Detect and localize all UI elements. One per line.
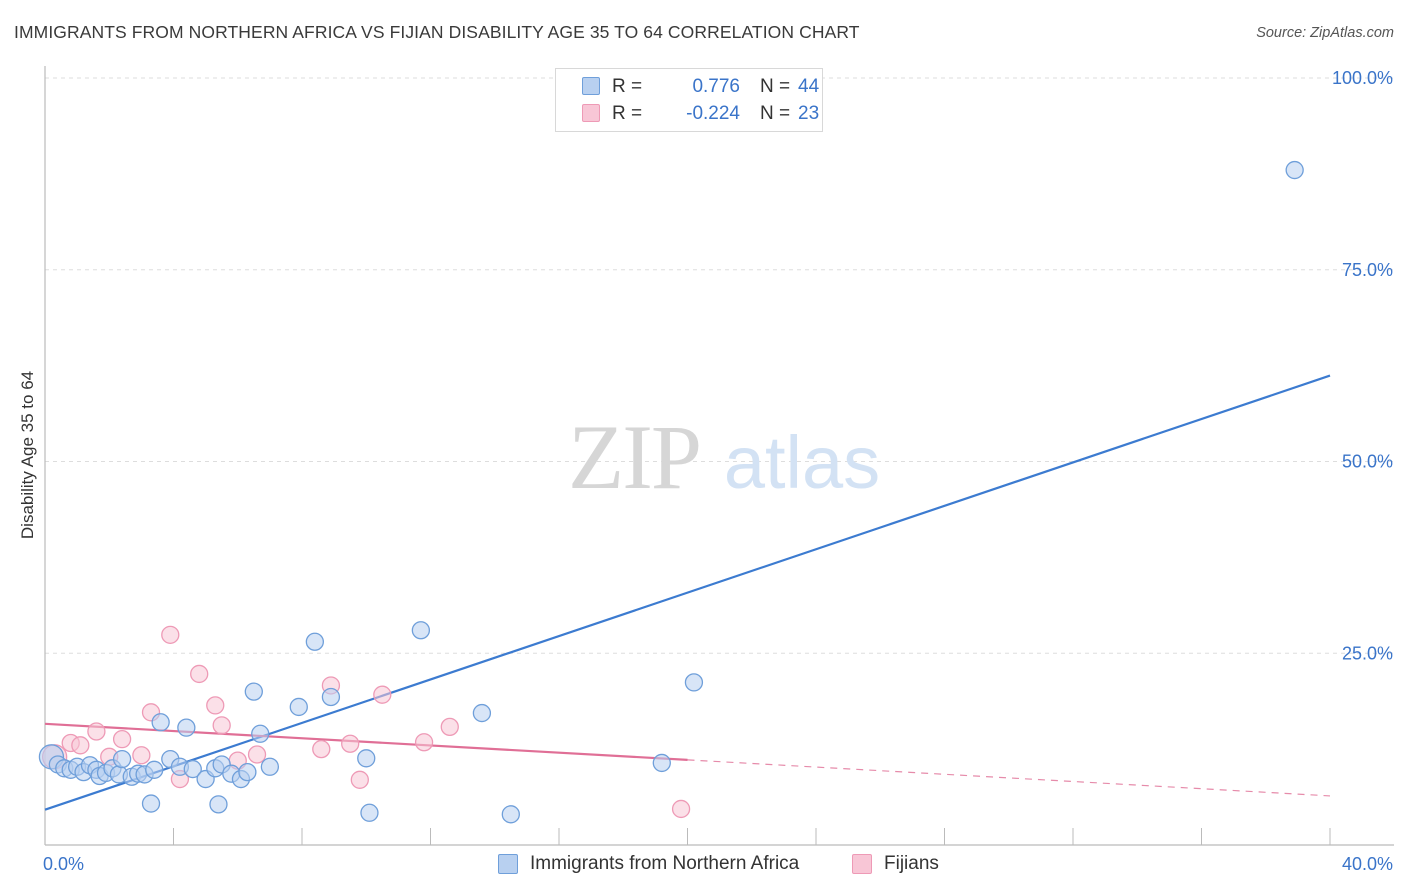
data-point-northern-africa — [472, 703, 492, 723]
chart-title: IMMIGRANTS FROM NORTHERN AFRICA VS FIJIA… — [14, 22, 860, 42]
data-point-northern-africa — [289, 697, 308, 717]
legend-label: Immigrants from Northern Africa — [530, 853, 800, 874]
r-label: R = — [612, 76, 643, 97]
y-tick-label: 25.0% — [1342, 643, 1393, 663]
data-point-northern-africa — [321, 687, 341, 707]
data-point-fijians — [373, 685, 392, 704]
data-point-fijians — [350, 770, 369, 789]
watermark-atlas: atlas — [724, 421, 880, 504]
data-point-fijians — [212, 716, 231, 735]
data-point-fijians — [71, 736, 90, 755]
r-label: R = — [612, 103, 643, 124]
correlation-legend: R = 0.776 N = 44 R = -0.224 N = 23 — [555, 68, 823, 132]
data-point-northern-africa — [684, 673, 704, 692]
grid-lines — [45, 77, 1394, 654]
data-point-fijians — [341, 734, 360, 753]
data-point-northern-africa — [260, 757, 280, 776]
legend-swatch-blue — [582, 77, 600, 95]
data-point-northern-africa — [112, 749, 132, 769]
data-points — [38, 160, 1304, 824]
r-value: -0.224 — [686, 103, 740, 124]
n-label: N = — [760, 76, 791, 97]
data-point-northern-africa — [357, 749, 376, 768]
data-point-fijians — [247, 745, 267, 764]
n-value: 44 — [798, 76, 820, 97]
watermark: ZIP atlas — [568, 406, 880, 508]
data-point-northern-africa — [151, 713, 170, 732]
data-point-northern-africa — [652, 753, 671, 773]
data-point-northern-africa — [145, 760, 164, 779]
tick-labels: 25.0% 50.0% 75.0% 100.0% 0.0% 40.0% — [43, 68, 1393, 874]
data-point-northern-africa — [501, 805, 520, 824]
data-point-northern-africa — [141, 794, 161, 813]
watermark-zip: ZIP — [568, 406, 700, 508]
data-point-northern-africa — [1285, 160, 1304, 180]
trend-line-extension-fijians — [687, 759, 1331, 797]
axes — [44, 66, 1394, 846]
data-point-northern-africa — [177, 718, 196, 737]
data-point-fijians — [414, 733, 434, 752]
data-point-northern-africa — [244, 682, 263, 701]
data-point-northern-africa — [360, 803, 379, 822]
n-value: 23 — [798, 103, 820, 124]
data-point-northern-africa — [411, 621, 431, 640]
data-point-northern-africa — [251, 724, 270, 743]
x-tick-label: 0.0% — [43, 854, 84, 874]
data-point-fijians — [112, 730, 132, 749]
y-tick-label: 75.0% — [1342, 260, 1393, 280]
trend-line-fijians — [44, 722, 688, 761]
data-point-fijians — [190, 664, 209, 684]
data-point-fijians — [671, 799, 691, 819]
data-point-fijians — [440, 717, 459, 737]
data-point-fijians — [132, 746, 151, 765]
legend-swatch-blue — [498, 854, 518, 874]
x-tick-label: 40.0% — [1342, 854, 1393, 874]
y-axis-title: Disability Age 35 to 64 — [18, 370, 37, 540]
legend-label: Fijians — [884, 853, 939, 874]
data-point-northern-africa — [209, 795, 228, 814]
y-tick-label: 100.0% — [1332, 68, 1393, 88]
legend-swatch-pink — [582, 104, 600, 122]
r-value: 0.776 — [692, 76, 740, 97]
legend-swatch-pink — [852, 854, 872, 874]
n-label: N = — [760, 103, 791, 124]
data-point-northern-africa — [238, 762, 257, 782]
series-legend: Immigrants from Northern Africa Fijians — [0, 850, 1406, 878]
data-point-northern-africa — [183, 759, 202, 779]
data-point-fijians — [161, 625, 180, 644]
data-point-fijians — [312, 739, 331, 759]
y-tick-label: 50.0% — [1342, 452, 1393, 472]
data-point-fijians — [87, 722, 106, 741]
data-point-northern-africa — [305, 632, 325, 651]
source-label: Source: ZipAtlas.com — [1256, 25, 1394, 41]
data-point-fijians — [206, 696, 225, 715]
